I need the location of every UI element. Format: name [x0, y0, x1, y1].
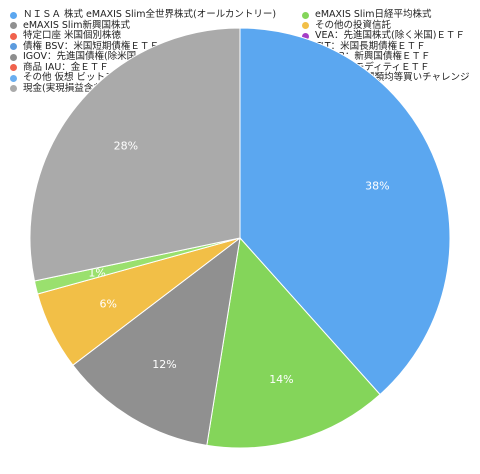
legend-label: 商品 IAU：金ＥＴＦ	[23, 61, 109, 73]
legend-item: 債権 BSV：米国短期債権ＥＴＦ	[10, 40, 276, 53]
legend-label: VWOB：新興国債権ＥＴＦ	[315, 51, 431, 62]
legend-label: 特定口座 米国個別株徳	[23, 30, 122, 41]
pie-slice	[72, 236, 241, 446]
legend-label: GSG：コモディティＥＴＦ	[315, 61, 430, 73]
slice-percent-label: 6%	[100, 297, 117, 310]
legend-label: eMAXIS Slim新興国株式	[23, 19, 130, 31]
legend-item: 特定口座 米国個別株徳	[10, 30, 276, 42]
slice-percent-label: 38%	[365, 180, 389, 193]
legend-label: 仮想通貨12種類均等買いチャレンジ	[315, 72, 470, 83]
legend-swatch	[302, 32, 309, 40]
legend-label: 債権 BSV：米国短期債権ＥＴＦ	[23, 40, 159, 52]
slice-percent-label: 28%	[114, 139, 138, 152]
pie-slice	[206, 236, 381, 449]
legend-item: eMAXIS Slim日経平均株式	[302, 9, 470, 21]
pie-slice	[239, 27, 451, 396]
legend-label: eMAXIS Slim日経平均株式	[315, 9, 432, 20]
legend-label: ＮＩＳＡ 株式 eMAXIS Slim全世界株式(オールカントリー)	[23, 9, 277, 20]
legend-label: 現金(実現損益含む)	[23, 82, 107, 94]
pie-slice	[29, 27, 241, 282]
legend-label: その他の投資信託	[315, 19, 392, 31]
legend-swatch	[10, 85, 17, 93]
legend-column-left: ＮＩＳＡ 株式 eMAXIS Slim全世界株式(オールカントリー) eMAXIS…	[10, 9, 277, 95]
legend-swatch	[10, 74, 17, 82]
legend-swatch	[302, 11, 309, 19]
legend-item: 現金(実現損益含む)	[10, 82, 276, 95]
legend-item: 商品 IAU：金ＥＴＦ	[10, 61, 276, 74]
legend-item: ＮＩＳＡ 株式 eMAXIS Slim全世界株式(オールカントリー)	[10, 9, 277, 21]
legend-item: IGOV：先進国債権(除米国・日本含)ＥＴＦ	[10, 51, 276, 63]
slice-percent-label: 12%	[152, 358, 176, 371]
slice-percent-label: 14%	[269, 373, 293, 386]
legend-label: その他 仮想 ビットコイン積み立て	[23, 72, 172, 83]
legend-label: VEA：先進国株式(除く米国)ＥＴＦ	[315, 30, 465, 41]
legend-swatch	[10, 64, 17, 72]
legend-swatch	[10, 22, 17, 30]
legend-swatch	[10, 43, 17, 51]
legend-swatch	[10, 11, 17, 19]
legend-item: その他 仮想 ビットコイン積み立て	[10, 72, 276, 84]
legend-swatch	[302, 22, 309, 30]
slice-percent-label: 1%	[88, 267, 105, 280]
legend-label: IGOV：先進国債権(除米国・日本含)ＥＴＦ	[23, 51, 207, 62]
legend-item: eMAXIS Slim新興国株式	[10, 19, 276, 32]
legend-swatch	[10, 32, 17, 40]
legend-label: TLT：米国長期債権ＥＴＦ	[315, 40, 426, 52]
legend-item: その他の投資信託	[302, 19, 470, 32]
legend-item: VEA：先進国株式(除く米国)ＥＴＦ	[302, 30, 470, 42]
legend-swatch	[10, 53, 17, 61]
legend-column-right: eMAXIS Slim日経平均株式 その他の投資信託 VEA：先進国株式(除く米国)…	[302, 9, 470, 84]
